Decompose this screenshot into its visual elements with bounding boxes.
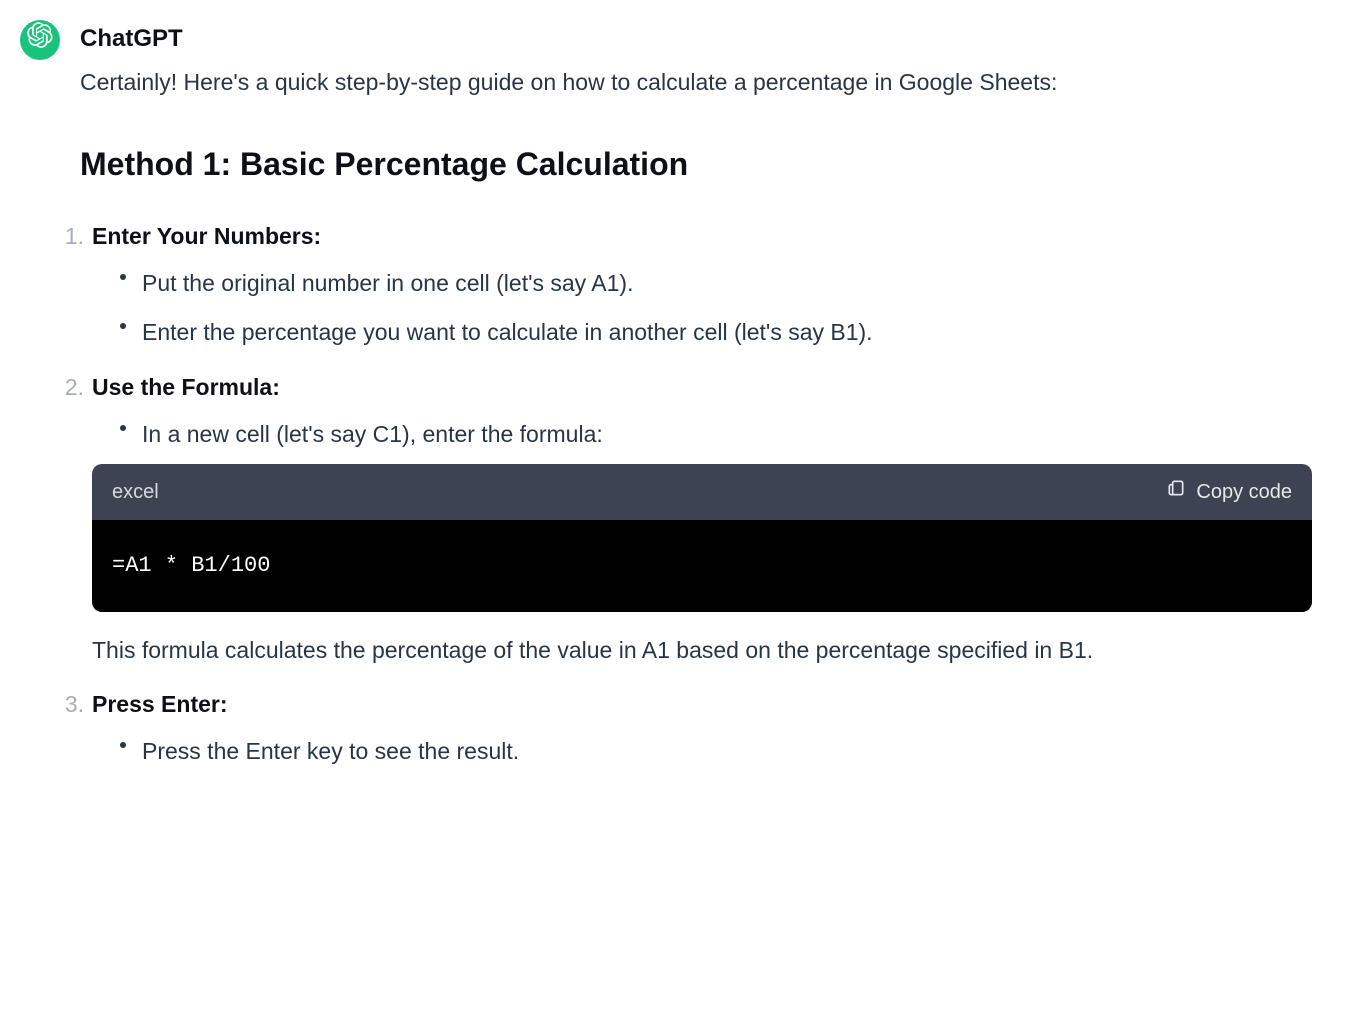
message-content: ChatGPT Certainly! Here's a quick step-b… bbox=[80, 20, 1312, 788]
code-explanation: This formula calculates the percentage o… bbox=[92, 632, 1312, 669]
bullet-list: Put the original number in one cell (let… bbox=[92, 265, 1312, 351]
bullet-list: In a new cell (let's say C1), enter the … bbox=[92, 416, 1312, 453]
bullet-item: Put the original number in one cell (let… bbox=[120, 265, 1312, 302]
assistant-name: ChatGPT bbox=[80, 20, 1312, 58]
step-item: Enter Your Numbers: Put the original num… bbox=[52, 218, 1312, 350]
code-language-label: excel bbox=[112, 476, 159, 508]
assistant-message: ChatGPT Certainly! Here's a quick step-b… bbox=[20, 20, 1312, 788]
bullet-list: Press the Enter key to see the result. bbox=[92, 733, 1312, 770]
copy-code-button[interactable]: Copy code bbox=[1166, 476, 1292, 508]
clipboard-icon bbox=[1166, 476, 1186, 508]
bullet-item: Press the Enter key to see the result. bbox=[120, 733, 1312, 770]
steps-list: Enter Your Numbers: Put the original num… bbox=[52, 218, 1312, 770]
bullet-item: In a new cell (let's say C1), enter the … bbox=[120, 416, 1312, 453]
code-block: excel Copy code =A1 * B1/100 bbox=[92, 464, 1312, 611]
intro-paragraph: Certainly! Here's a quick step-by-step g… bbox=[80, 64, 1312, 101]
step-item: Press Enter: Press the Enter key to see … bbox=[52, 686, 1312, 770]
assistant-avatar bbox=[20, 20, 60, 60]
copy-code-label: Copy code bbox=[1196, 476, 1292, 508]
method-heading: Method 1: Basic Percentage Calculation bbox=[80, 139, 1312, 190]
openai-logo-icon bbox=[27, 22, 53, 59]
code-header: excel Copy code bbox=[92, 464, 1312, 520]
step-title: Press Enter: bbox=[92, 686, 1312, 723]
step-item: Use the Formula: In a new cell (let's sa… bbox=[52, 369, 1312, 669]
bullet-item: Enter the percentage you want to calcula… bbox=[120, 314, 1312, 351]
step-title: Use the Formula: bbox=[92, 369, 1312, 406]
code-body: =A1 * B1/100 bbox=[92, 520, 1312, 611]
step-title: Enter Your Numbers: bbox=[92, 218, 1312, 255]
